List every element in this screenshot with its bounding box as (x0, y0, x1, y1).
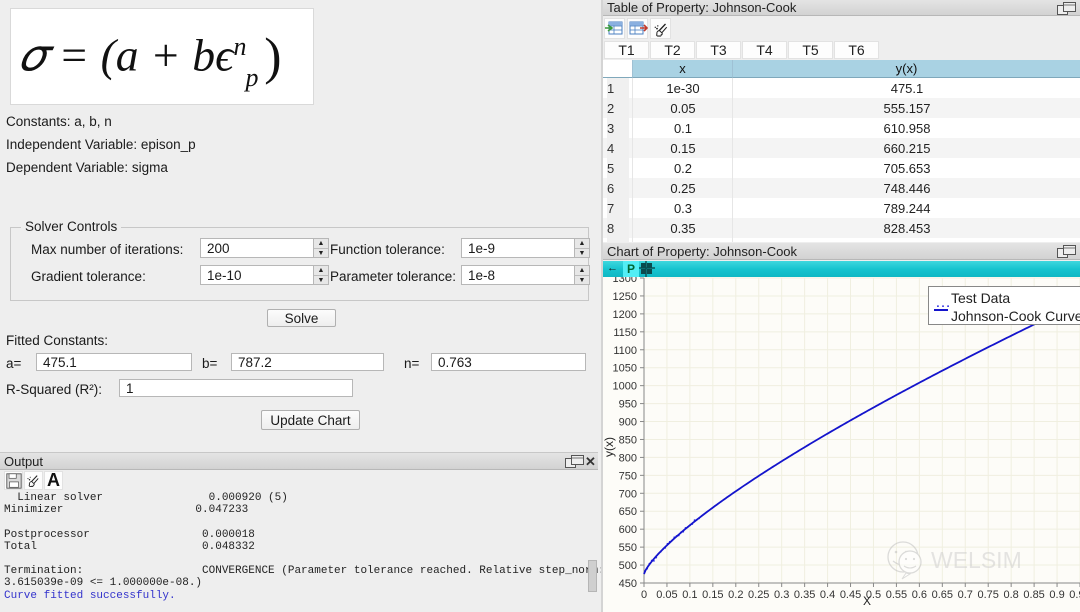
svg-text:1250: 1250 (613, 291, 637, 303)
svg-text:0.4: 0.4 (820, 589, 835, 601)
svg-text:0.9: 0.9 (1049, 589, 1064, 601)
svg-text:0.1: 0.1 (682, 589, 697, 601)
svg-text:900: 900 (619, 417, 637, 429)
svg-text:0.65: 0.65 (932, 589, 953, 601)
svg-text:1000: 1000 (613, 381, 637, 393)
svg-text:950: 950 (619, 399, 637, 411)
svg-text:600: 600 (619, 524, 637, 536)
svg-text:0.05: 0.05 (656, 589, 677, 601)
svg-text:1150: 1150 (613, 327, 637, 339)
svg-text:700: 700 (619, 488, 637, 500)
svg-text:0.85: 0.85 (1023, 589, 1044, 601)
svg-text:0.95: 0.95 (1069, 589, 1080, 601)
svg-text:850: 850 (619, 434, 637, 446)
svg-text:𝜎 = (a + bϵn: 𝜎 = (a + bϵn (19, 30, 246, 81)
svg-text:): ) (264, 29, 281, 86)
svg-text:0.7: 0.7 (958, 589, 973, 601)
svg-text:0.6: 0.6 (912, 589, 927, 601)
svg-text:650: 650 (619, 506, 637, 518)
svg-text:0.25: 0.25 (748, 589, 769, 601)
svg-text:0.3: 0.3 (774, 589, 789, 601)
svg-text:1200: 1200 (613, 309, 637, 321)
svg-text:0.2: 0.2 (728, 589, 743, 601)
svg-text:1300: 1300 (613, 277, 637, 285)
svg-text:0: 0 (641, 589, 647, 601)
svg-text:y(x): y(x) (603, 437, 616, 457)
svg-text:X: X (863, 594, 871, 608)
svg-text:0.45: 0.45 (840, 589, 861, 601)
svg-text:0.35: 0.35 (794, 589, 815, 601)
svg-text:800: 800 (619, 452, 637, 464)
svg-text:500: 500 (619, 560, 637, 572)
svg-text:550: 550 (619, 542, 637, 554)
svg-text:450: 450 (619, 578, 637, 590)
svg-text:0.75: 0.75 (977, 589, 998, 601)
svg-text:1100: 1100 (613, 345, 637, 357)
svg-text:1050: 1050 (613, 363, 637, 375)
svg-text:0.55: 0.55 (886, 589, 907, 601)
svg-text:p: p (244, 63, 259, 92)
svg-text:750: 750 (619, 470, 637, 482)
svg-text:WELSIM: WELSIM (931, 547, 1022, 573)
svg-text:0.15: 0.15 (702, 589, 723, 601)
svg-text:0.8: 0.8 (1004, 589, 1019, 601)
